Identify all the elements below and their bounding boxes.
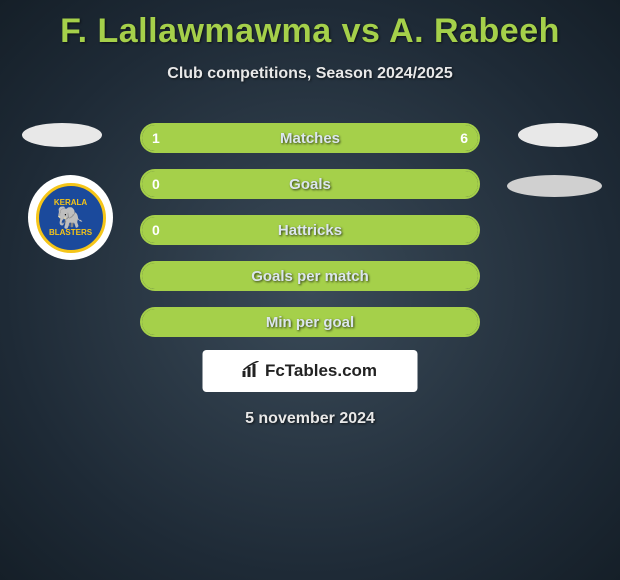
stat-row: Matches1 6	[140, 123, 480, 153]
stat-value-left: 0	[152, 169, 160, 199]
elephant-icon: 🐘	[57, 207, 84, 229]
branding-box[interactable]: FcTables.com	[203, 350, 418, 392]
stat-row: Goals0	[140, 169, 480, 199]
stat-row: Goals per match	[140, 261, 480, 291]
snapshot-date: 5 november 2024	[0, 410, 620, 428]
stat-value-right: 6	[460, 123, 468, 153]
stat-label: Goals per match	[140, 261, 480, 291]
stat-value-left: 1	[152, 123, 160, 153]
stat-row: Hattricks0	[140, 215, 480, 245]
branding-text: FcTables.com	[265, 361, 377, 381]
player-left-marker	[22, 123, 102, 147]
page-title: F. Lallawmawma vs A. Rabeeh	[0, 0, 620, 51]
stat-value-left: 0	[152, 215, 160, 245]
stats-bars: Matches16Goals0Hattricks0Goals per match…	[140, 123, 480, 353]
chart-icon	[243, 361, 261, 382]
stat-label: Goals	[140, 169, 480, 199]
team-left-name: BLASTERS	[49, 229, 92, 237]
stat-label: Matches	[140, 123, 480, 153]
stat-label: Min per goal	[140, 307, 480, 337]
team-left-badge: KERALA 🐘 BLASTERS	[28, 175, 113, 260]
page-subtitle: Club competitions, Season 2024/2025	[0, 65, 620, 83]
stat-row: Min per goal	[140, 307, 480, 337]
team-left-badge-inner: KERALA 🐘 BLASTERS	[36, 183, 106, 253]
player-right-marker	[518, 123, 598, 147]
stat-label: Hattricks	[140, 215, 480, 245]
player-right-marker-2	[507, 175, 602, 197]
